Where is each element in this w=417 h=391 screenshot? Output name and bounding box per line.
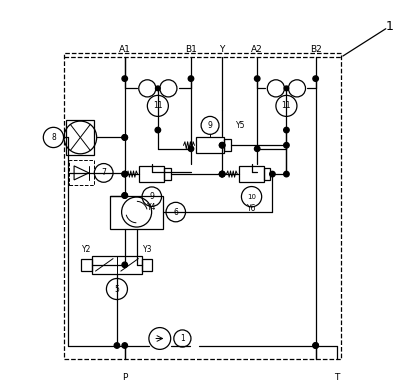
Circle shape	[219, 171, 225, 177]
Circle shape	[114, 343, 120, 348]
Text: A2: A2	[251, 45, 263, 54]
Circle shape	[284, 171, 289, 177]
Bar	[66, 120, 94, 154]
Bar	[64, 53, 341, 359]
Bar	[81, 258, 92, 271]
Text: 7: 7	[101, 169, 106, 178]
Circle shape	[219, 142, 225, 148]
Text: 1: 1	[386, 20, 394, 32]
Circle shape	[313, 343, 318, 348]
Text: B2: B2	[310, 45, 322, 54]
Circle shape	[313, 76, 318, 81]
Bar	[69, 160, 94, 185]
Circle shape	[188, 76, 193, 81]
Circle shape	[270, 171, 275, 177]
Text: T: T	[334, 373, 340, 382]
Text: 1: 1	[180, 334, 185, 343]
Circle shape	[156, 86, 160, 91]
Text: B1: B1	[185, 45, 197, 54]
Bar	[239, 166, 264, 182]
Circle shape	[122, 193, 128, 198]
Text: 11: 11	[281, 101, 291, 110]
Text: 9: 9	[208, 121, 213, 130]
Text: Y3: Y3	[143, 245, 152, 254]
Circle shape	[284, 142, 289, 148]
Circle shape	[155, 127, 161, 133]
Text: P: P	[122, 373, 128, 382]
Text: A1: A1	[119, 45, 131, 54]
Text: 10: 10	[247, 194, 256, 200]
Circle shape	[188, 146, 193, 151]
Circle shape	[219, 171, 225, 177]
Circle shape	[122, 171, 128, 177]
Circle shape	[254, 146, 260, 151]
Bar	[92, 255, 142, 274]
Text: Y: Y	[219, 45, 225, 54]
Text: Y4: Y4	[147, 203, 156, 212]
Text: 11: 11	[153, 101, 163, 110]
Text: 9: 9	[149, 192, 154, 201]
Circle shape	[122, 343, 128, 348]
Circle shape	[219, 142, 225, 148]
Circle shape	[122, 135, 128, 140]
Text: Y5: Y5	[236, 121, 245, 130]
Circle shape	[122, 193, 128, 198]
Bar	[139, 166, 164, 182]
Circle shape	[219, 171, 225, 177]
Text: Y2: Y2	[82, 245, 91, 254]
Circle shape	[254, 76, 260, 81]
Bar	[264, 168, 271, 180]
Bar	[196, 137, 224, 153]
Circle shape	[122, 135, 128, 140]
Bar	[111, 196, 163, 229]
Circle shape	[313, 343, 318, 348]
Circle shape	[122, 76, 128, 81]
Text: 8: 8	[51, 133, 56, 142]
Text: 6: 6	[173, 208, 178, 217]
Circle shape	[122, 262, 128, 267]
Bar	[142, 258, 152, 271]
Text: 5: 5	[115, 285, 119, 294]
Text: Y6: Y6	[247, 204, 256, 213]
Bar	[164, 168, 171, 180]
Circle shape	[284, 127, 289, 133]
Circle shape	[122, 171, 128, 177]
Bar	[224, 139, 231, 151]
Circle shape	[284, 86, 289, 91]
